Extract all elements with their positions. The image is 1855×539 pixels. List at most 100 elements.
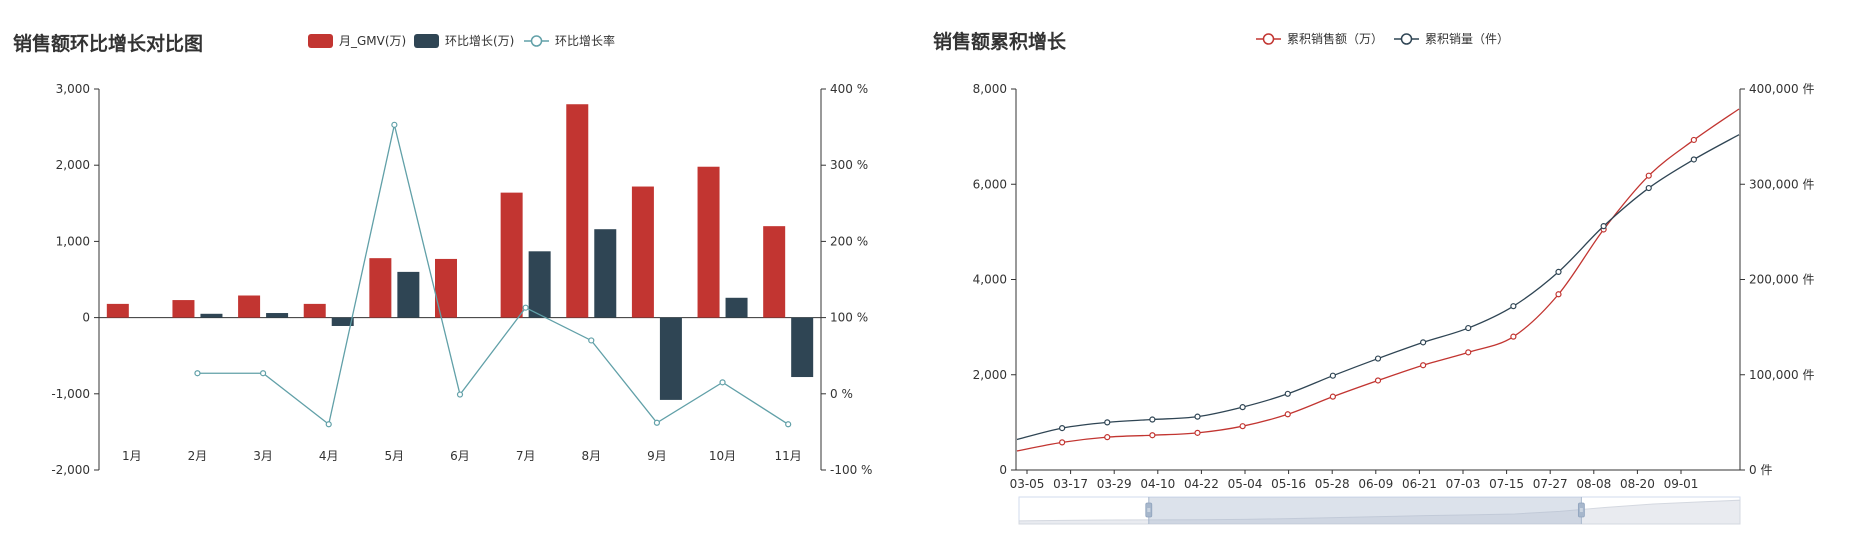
data-zoom-selection[interactable] — [1148, 497, 1582, 524]
chart2-legend[interactable]: 累积销售额（万） 累积销量（件） — [1256, 31, 1509, 46]
chart2-point-cum-sales[interactable] — [1284, 411, 1291, 418]
chart2-point-cum-qty[interactable] — [1420, 339, 1427, 346]
legend-swatch-growth[interactable] — [414, 34, 439, 48]
chart2-point-cum-qty[interactable] — [1059, 424, 1066, 432]
chart1-y-right-tick-label: -100 % — [830, 463, 872, 477]
data-zoom-preview-area — [1018, 499, 1741, 525]
chart1-x-tick-label: 2月 — [188, 449, 208, 463]
chart2-x-tick-label: 08-08 — [1576, 477, 1611, 491]
chart2-point-cum-qty[interactable] — [1329, 372, 1336, 379]
chart2-point-cum-qty[interactable] — [1645, 184, 1652, 192]
chart1-bar-gmv[interactable] — [697, 166, 720, 318]
chart2-point-cum-qty[interactable] — [1465, 324, 1472, 332]
chart2-point-cum-sales[interactable] — [1555, 291, 1562, 298]
chart2-point-cum-qty[interactable] — [1284, 390, 1291, 397]
chart2-point-cum-qty[interactable] — [1600, 223, 1607, 230]
chart1-y-right-tick-label: 0 % — [830, 387, 853, 401]
chart2-point-cum-sales[interactable] — [1329, 393, 1336, 400]
chart1-rate-point[interactable] — [391, 121, 398, 128]
chart1-bar-gmv[interactable] — [369, 258, 392, 318]
legend-label-gmv[interactable]: 月_GMV(万) — [339, 34, 406, 48]
chart2-y-right-tick-label: 0 件 — [1749, 463, 1772, 477]
chart1-bar-growth[interactable] — [331, 317, 354, 326]
chart2-x-tick-label: 07-15 — [1489, 477, 1524, 491]
legend-label-growth[interactable]: 环比增长(万) — [445, 34, 514, 48]
chart1-bar-growth[interactable] — [725, 297, 748, 318]
chart1-rate-line[interactable] — [197, 124, 789, 426]
chart1-bar-gmv[interactable] — [631, 186, 654, 318]
chart1-y-left-tick-label: -1,000 — [51, 387, 90, 401]
chart1-rate-point[interactable] — [785, 421, 792, 428]
legend-marker-cum-qty[interactable] — [1400, 33, 1413, 45]
chart2-x-tick-label: 06-21 — [1402, 477, 1437, 491]
chart1-bar-gmv[interactable] — [303, 303, 326, 318]
chart2-point-cum-sales[interactable] — [1104, 434, 1111, 441]
chart2-point-cum-sales[interactable] — [1510, 333, 1517, 340]
legend-label-cum-qty[interactable]: 累积销量（件） — [1425, 32, 1509, 46]
chart2-line-cum-sales[interactable] — [1016, 108, 1740, 452]
chart2-line-cum-qty[interactable] — [1016, 134, 1740, 441]
chart2-point-cum-qty[interactable] — [1555, 268, 1562, 275]
chart1-bar-growth[interactable] — [528, 251, 551, 318]
chart2-x-tick-label: 05-28 — [1315, 477, 1350, 491]
chart1-x-tick-label: 11月 — [775, 449, 802, 463]
chart1-bar-gmv[interactable] — [238, 295, 261, 318]
chart2-point-cum-qty[interactable] — [1149, 416, 1156, 423]
chart1-rate-point[interactable] — [719, 379, 726, 386]
chart1-rate-point[interactable] — [194, 370, 201, 377]
legend-swatch-gmv[interactable] — [308, 34, 333, 48]
chart2-point-cum-sales[interactable] — [1194, 429, 1201, 436]
chart1-bar-growth[interactable] — [659, 317, 682, 400]
chart2-point-cum-qty[interactable] — [1104, 419, 1111, 426]
legend-marker-cum-sales[interactable] — [1262, 33, 1275, 45]
data-zoom-handle-start[interactable] — [1145, 502, 1153, 518]
chart2-x-tick-label: 05-04 — [1228, 477, 1263, 491]
chart2-point-cum-sales[interactable] — [1059, 439, 1066, 446]
chart2-point-cum-sales[interactable] — [1645, 172, 1652, 179]
chart2-point-cum-sales[interactable] — [1465, 349, 1472, 356]
chart1-x-tick-label: 6月 — [450, 449, 470, 463]
chart1-bar-growth[interactable] — [397, 271, 420, 318]
chart2-point-cum-qty[interactable] — [1239, 404, 1246, 411]
chart1-y-right-tick-label: 300 % — [830, 158, 868, 172]
data-zoom-handle-end[interactable] — [1577, 502, 1585, 518]
chart2-x-tick-label: 04-10 — [1140, 477, 1175, 491]
chart1-rate-point[interactable] — [653, 419, 661, 426]
chart2-point-cum-sales[interactable] — [1374, 377, 1382, 384]
chart1-bar-growth[interactable] — [266, 313, 289, 318]
legend-marker-rate[interactable] — [530, 35, 543, 47]
legend-label-rate[interactable]: 环比增长率 — [555, 33, 615, 48]
chart1-bar-gmv[interactable] — [763, 226, 786, 318]
legend-label-cum-sales[interactable]: 累积销售额（万） — [1287, 31, 1383, 46]
chart2-x-tick-label: 05-16 — [1271, 477, 1306, 491]
chart1-rate-point[interactable] — [588, 337, 595, 344]
chart1-rate-point[interactable] — [325, 421, 332, 428]
chart1-bar-gmv[interactable] — [566, 104, 589, 318]
chart1-bar-growth[interactable] — [200, 313, 223, 318]
chart1-rate-point[interactable] — [456, 391, 464, 398]
chart2-point-cum-sales[interactable] — [1420, 362, 1427, 369]
chart1-rate-point[interactable] — [522, 304, 529, 311]
chart1-bar-growth[interactable] — [791, 317, 814, 378]
chart1-plot: 3,000 2,000 1,000 0 -1,000 -2,000 400 % 300 % 20… — [51, 82, 872, 477]
chart1-bar-gmv[interactable] — [106, 303, 129, 318]
chart1-rate-point[interactable] — [259, 370, 267, 377]
chart1-x-tick-label: 4月 — [319, 449, 339, 463]
chart2-x-tick-label: 06-09 — [1358, 477, 1393, 491]
chart1-bar-gmv[interactable] — [435, 258, 457, 318]
chart1-y-right-tick-label: 100 % — [830, 311, 868, 325]
chart1-bar-growth[interactable] — [594, 229, 617, 318]
chart1-y-left-tick-label: 2,000 — [56, 158, 90, 172]
chart2-point-cum-qty[interactable] — [1510, 303, 1517, 310]
chart1-x-tick-label: 3月 — [253, 449, 273, 463]
chart2-point-cum-sales[interactable] — [1149, 432, 1156, 439]
chart2-point-cum-qty[interactable] — [1194, 413, 1201, 420]
chart2-point-cum-qty[interactable] — [1690, 156, 1697, 163]
chart2-point-cum-sales[interactable] — [1239, 423, 1246, 430]
chart2-point-cum-qty[interactable] — [1374, 355, 1382, 362]
chart2-point-cum-sales[interactable] — [1690, 136, 1697, 144]
chart1-bar-gmv[interactable] — [500, 192, 523, 318]
chart1-legend[interactable]: 月_GMV(万) 环比增长(万) 环比增长率 — [308, 33, 615, 48]
data-zoom-slider[interactable] — [1018, 496, 1741, 525]
chart1-bar-gmv[interactable] — [172, 300, 195, 318]
